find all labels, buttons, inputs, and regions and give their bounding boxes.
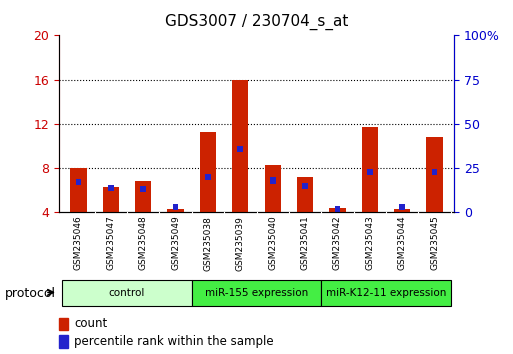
Bar (362, 127, 378, 212)
Bar (59, 318, 68, 330)
Bar (426, 137, 443, 212)
Text: GSM235045: GSM235045 (430, 216, 439, 270)
Text: GSM235046: GSM235046 (74, 216, 83, 270)
Text: GSM235039: GSM235039 (236, 216, 245, 270)
Bar (103, 187, 119, 212)
Bar (205, 174, 211, 180)
Bar (329, 208, 346, 212)
Bar (334, 206, 340, 212)
Bar (394, 209, 410, 212)
Text: GSM235040: GSM235040 (268, 216, 277, 270)
Bar (108, 184, 114, 191)
Bar (173, 204, 179, 210)
FancyBboxPatch shape (321, 280, 451, 307)
Bar (238, 145, 243, 152)
Bar (135, 181, 151, 212)
Text: control: control (109, 288, 145, 298)
Bar (297, 177, 313, 212)
Text: GDS3007 / 230704_s_at: GDS3007 / 230704_s_at (165, 14, 348, 30)
Text: count: count (74, 318, 108, 330)
FancyBboxPatch shape (62, 280, 192, 307)
Text: GSM235047: GSM235047 (106, 216, 115, 270)
Text: GSM235049: GSM235049 (171, 216, 180, 270)
Text: miR-155 expression: miR-155 expression (205, 288, 308, 298)
Bar (270, 177, 275, 184)
Bar (232, 80, 248, 212)
Text: percentile rank within the sample: percentile rank within the sample (74, 335, 274, 348)
Bar (70, 168, 87, 212)
Bar (167, 209, 184, 212)
Bar (265, 165, 281, 212)
Bar (367, 169, 373, 175)
Bar (200, 132, 216, 212)
Text: GSM235041: GSM235041 (301, 216, 309, 270)
FancyBboxPatch shape (192, 280, 321, 307)
Bar (59, 335, 68, 348)
Text: GSM235042: GSM235042 (333, 216, 342, 270)
Bar (431, 169, 438, 175)
Bar (302, 183, 308, 189)
Text: GSM235048: GSM235048 (139, 216, 148, 270)
Bar (140, 186, 146, 193)
Text: protocol: protocol (5, 287, 56, 299)
Bar (75, 179, 82, 185)
Bar (399, 204, 405, 210)
Text: GSM235038: GSM235038 (204, 216, 212, 270)
Text: GSM235043: GSM235043 (365, 216, 374, 270)
Text: miR-K12-11 expression: miR-K12-11 expression (326, 288, 446, 298)
Text: GSM235044: GSM235044 (398, 216, 407, 270)
